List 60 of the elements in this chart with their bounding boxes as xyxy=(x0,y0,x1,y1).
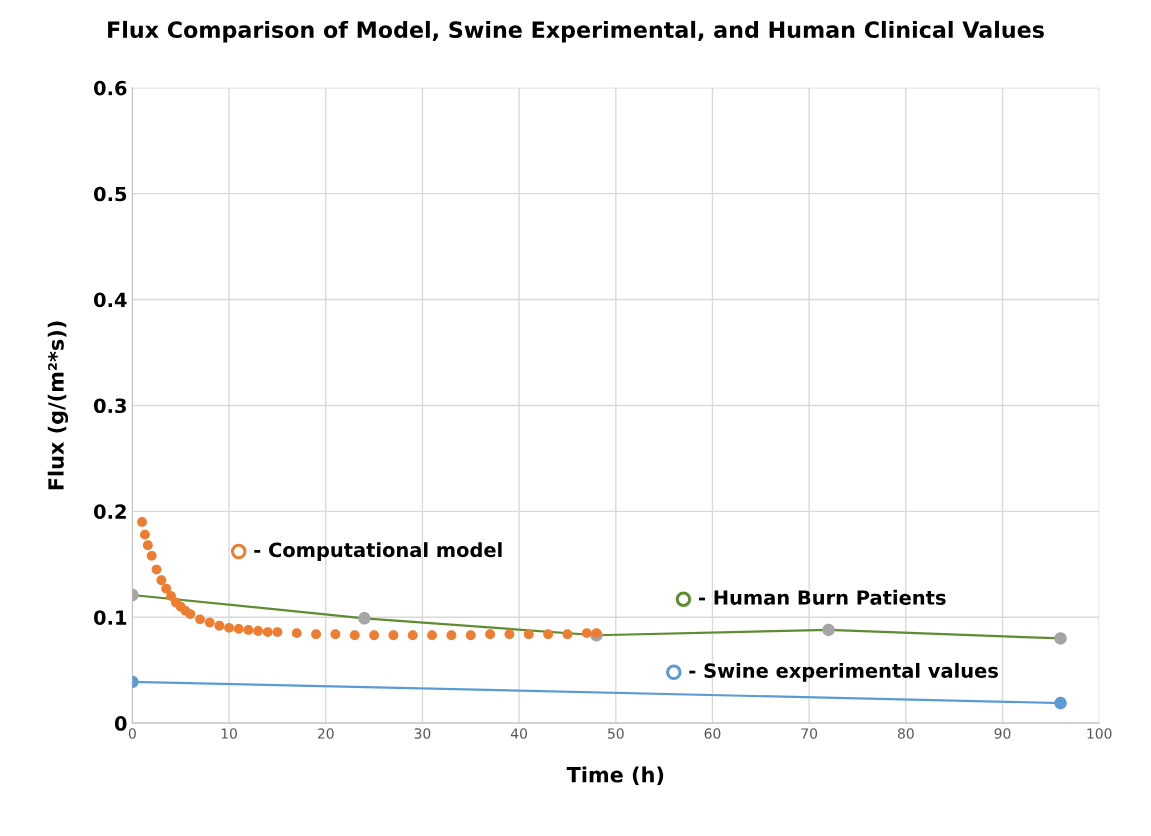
point xyxy=(204,617,215,628)
point xyxy=(272,627,283,637)
legend-label: - Computational model xyxy=(254,542,502,561)
point xyxy=(253,626,263,636)
point xyxy=(142,540,153,551)
point xyxy=(146,550,157,561)
point xyxy=(140,529,150,540)
point xyxy=(262,627,273,637)
point xyxy=(1054,632,1067,645)
y-tick-label: 0.4 xyxy=(93,292,127,308)
legend-label: - Swine experimental values xyxy=(689,662,998,682)
point xyxy=(195,614,205,625)
point xyxy=(243,625,254,635)
x-tick-label: 10 xyxy=(221,728,237,739)
point xyxy=(504,629,515,640)
y-tick-label: 0.5 xyxy=(93,186,127,202)
point xyxy=(311,629,321,640)
x-axis-title: Time (h) xyxy=(566,766,664,786)
y-tick-label: 0.3 xyxy=(93,398,126,414)
x-tick-label: 70 xyxy=(801,728,818,739)
chart-title: Flux Comparison of Model, Swine Experimental, and Human Clinical Values xyxy=(108,20,1044,43)
point xyxy=(185,609,196,619)
point xyxy=(151,564,162,575)
point xyxy=(388,630,399,641)
x-tick-label: 0 xyxy=(128,728,136,739)
x-tick-label: 20 xyxy=(317,728,334,739)
point xyxy=(214,620,225,631)
y-axis-title: Flux (g/(m²*s)) xyxy=(47,321,69,490)
point xyxy=(291,628,302,639)
point xyxy=(427,630,437,641)
x-tick-label: 100 xyxy=(1087,728,1112,739)
point xyxy=(137,517,147,527)
x-tick-label: 90 xyxy=(994,728,1011,739)
y-tick-label: 0.6 xyxy=(93,80,127,96)
point xyxy=(407,630,418,641)
point xyxy=(822,623,835,637)
x-tick-label: 50 xyxy=(608,728,624,739)
point xyxy=(562,629,573,640)
x-tick-label: 80 xyxy=(897,728,914,739)
point xyxy=(369,630,379,641)
legend-label: - Human Burn Patients xyxy=(699,589,946,605)
point xyxy=(581,628,592,639)
y-tick-label: 0.2 xyxy=(93,504,126,520)
point xyxy=(523,629,534,640)
point xyxy=(330,629,341,640)
point xyxy=(224,622,234,633)
point xyxy=(156,575,167,586)
point xyxy=(349,630,360,641)
x-tick-label: 60 xyxy=(704,728,721,739)
point xyxy=(233,623,244,634)
point xyxy=(485,629,496,640)
point xyxy=(166,591,176,601)
x-tick-label: 40 xyxy=(510,728,528,739)
point xyxy=(358,612,371,625)
x-tick-label: 30 xyxy=(414,728,431,739)
y-tick-label: 0.1 xyxy=(93,610,127,625)
point xyxy=(446,630,457,641)
point xyxy=(465,630,476,641)
point xyxy=(161,583,172,594)
point xyxy=(543,629,554,640)
